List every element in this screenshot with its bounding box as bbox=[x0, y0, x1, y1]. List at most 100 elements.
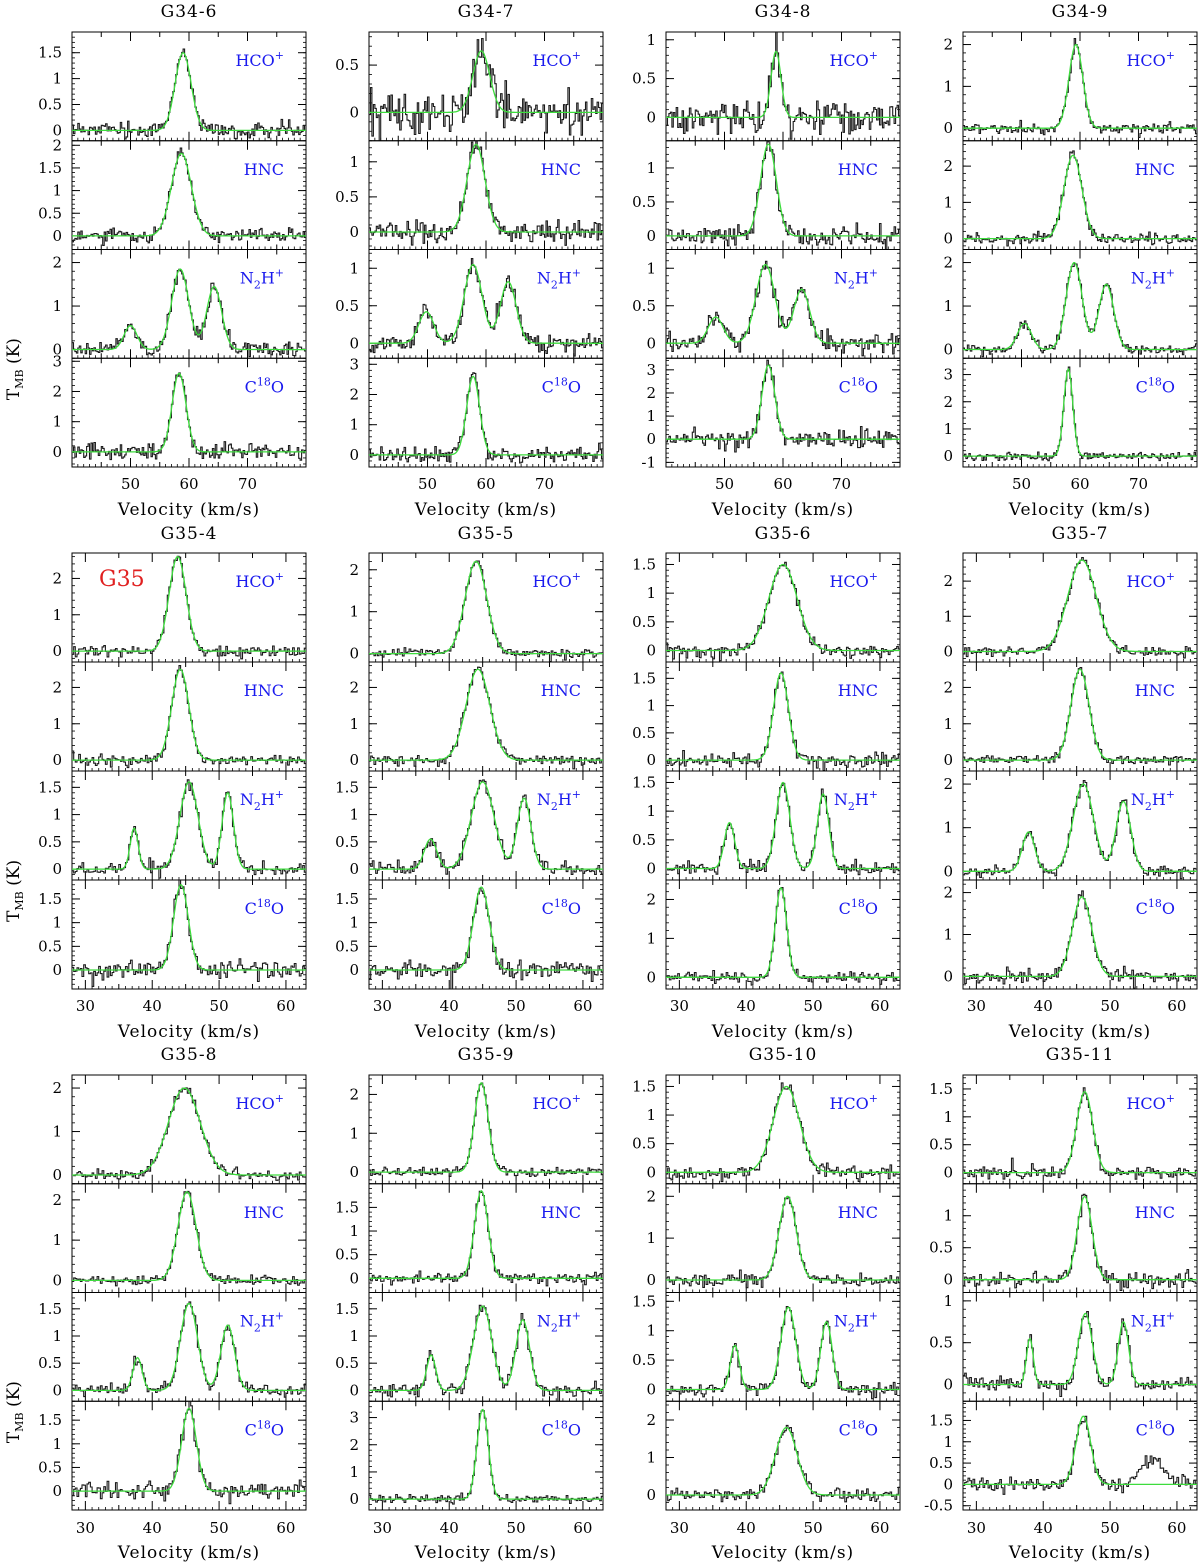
y-tick-label: 0.5 bbox=[38, 937, 62, 955]
molecule-label: HCO+ bbox=[532, 570, 581, 591]
y-tick-label: 0.5 bbox=[929, 1239, 953, 1257]
panel-hnc: 0 1 2 HNC bbox=[943, 140, 1198, 250]
y-tick-label: 2 bbox=[52, 254, 62, 272]
panel-frame bbox=[665, 879, 901, 990]
molecule-label: C18O bbox=[245, 1418, 284, 1439]
observed-spectrum bbox=[963, 1311, 1197, 1398]
fit-curve bbox=[963, 154, 1197, 240]
y-tick-label: 1 bbox=[646, 929, 656, 947]
panel-hcoplus: 0 0.5 1 1.5 HCO+ bbox=[632, 552, 901, 663]
y-tick-label: 1 bbox=[52, 806, 62, 824]
fit-curve bbox=[369, 1305, 603, 1392]
molecule-label: C18O bbox=[1136, 897, 1175, 918]
molecule-label: N2H+ bbox=[240, 788, 284, 813]
y-tick-label: 1 bbox=[943, 819, 953, 837]
source-title: G35-5 bbox=[458, 524, 515, 544]
y-tick-label: 3 bbox=[646, 361, 656, 379]
x-tick-label: 70 bbox=[832, 475, 851, 493]
y-tick-label: 0 bbox=[349, 961, 359, 979]
y-tick-label: 1 bbox=[349, 153, 359, 171]
y-tick-label: 1 bbox=[943, 1292, 953, 1310]
x-axis-label: Velocity (km/s) bbox=[414, 1022, 557, 1042]
y-tick-label: 0.5 bbox=[632, 70, 656, 88]
y-tick-label: 1.5 bbox=[38, 1411, 62, 1429]
molecule-label: N2H+ bbox=[1131, 788, 1175, 813]
x-tick-label: 60 bbox=[1070, 475, 1089, 493]
y-tick-label: 0 bbox=[943, 230, 953, 248]
x-tick-label: 30 bbox=[967, 997, 986, 1015]
observed-spectrum bbox=[666, 561, 900, 662]
fit-curve bbox=[369, 1081, 603, 1173]
observed-spectrum bbox=[963, 38, 1197, 139]
panel-n2hplus: 0 1 2 N2H+ bbox=[943, 249, 1198, 359]
panel-n2hplus: 0 0.5 1 1.5 N2H+ bbox=[335, 1292, 604, 1402]
y-tick-label: 2 bbox=[646, 384, 656, 402]
y-tick-label: 1 bbox=[349, 806, 359, 824]
panel-frame bbox=[962, 249, 1198, 359]
panel-n2hplus: 0 0.5 1 1.5 N2H+ bbox=[632, 1292, 901, 1402]
molecule-label: HNC bbox=[541, 1203, 581, 1222]
panel-n2hplus: 0 0.5 1 N2H+ bbox=[632, 249, 901, 359]
molecule-label: N2H+ bbox=[240, 267, 284, 292]
y-tick-label: 3 bbox=[349, 355, 359, 373]
fit-curve bbox=[369, 50, 603, 114]
fit-curve bbox=[963, 1195, 1197, 1281]
x-tick-label: 50 bbox=[418, 475, 437, 493]
y-tick-label: 1 bbox=[646, 697, 656, 715]
x-tick-label: 60 bbox=[1167, 1519, 1186, 1537]
x-axis-label: Velocity (km/s) bbox=[117, 1543, 260, 1563]
spectrum-source-g34-6: G34-6 0 0.5 1 1.5 HCO+ 0 0.5 1 1.5 2 HNC 0 1 2 N2H+ 0 1 2 3… bbox=[38, 2, 307, 520]
panel-hnc: 0 1 2 HNC bbox=[646, 1183, 901, 1293]
fit-curve bbox=[72, 781, 306, 870]
y-tick-label: 1 bbox=[52, 297, 62, 315]
x-axis-label: Velocity (km/s) bbox=[1008, 500, 1151, 520]
y-tick-label: 0 bbox=[943, 967, 953, 985]
fit-curve bbox=[666, 143, 900, 237]
x-axis-label: Velocity (km/s) bbox=[711, 1543, 854, 1563]
y-tick-label: 0.5 bbox=[335, 297, 359, 315]
y-tick-label: 0 bbox=[943, 1475, 953, 1493]
x-axis-label: Velocity (km/s) bbox=[117, 500, 260, 520]
y-tick-label: 0.5 bbox=[38, 833, 62, 851]
y-tick-label: 3 bbox=[349, 1409, 359, 1427]
y-tick-label: 0 bbox=[349, 1269, 359, 1287]
fit-curve bbox=[72, 1302, 306, 1392]
y-tick-label: 1 bbox=[52, 182, 62, 200]
fit-curve bbox=[72, 52, 306, 132]
fit-curve bbox=[666, 50, 900, 119]
panel-c18o: 0 1 2 C18O bbox=[646, 879, 901, 990]
y-axis-label: TMB (K) bbox=[4, 338, 26, 400]
molecule-label: HCO+ bbox=[829, 570, 878, 591]
fit-curve bbox=[963, 261, 1197, 351]
observed-spectrum bbox=[963, 890, 1197, 989]
x-tick-label: 50 bbox=[507, 997, 526, 1015]
y-tick-label: 1 bbox=[52, 1327, 62, 1345]
molecule-label: HNC bbox=[244, 1203, 284, 1222]
molecule-label: HNC bbox=[244, 681, 284, 700]
y-tick-label: 0 bbox=[943, 751, 953, 769]
molecule-label: N2H+ bbox=[834, 267, 878, 292]
y-tick-label: 0 bbox=[943, 341, 953, 359]
x-tick-label: 30 bbox=[373, 997, 392, 1015]
y-tick-label: 0.5 bbox=[632, 724, 656, 742]
panel-hcoplus: 0 0.5 1 HCO+ bbox=[632, 31, 901, 142]
y-tick-label: 1 bbox=[52, 70, 62, 88]
panel-frame bbox=[962, 357, 1198, 468]
y-tick-label: 1 bbox=[349, 1222, 359, 1240]
y-tick-label: 0.5 bbox=[632, 1135, 656, 1153]
y-tick-label: 1 bbox=[52, 715, 62, 733]
panel-frame bbox=[368, 661, 604, 772]
panel-hcoplus: 0 1 2 HCO+ bbox=[943, 31, 1198, 142]
x-tick-label: 40 bbox=[440, 997, 459, 1015]
x-tick-label: 50 bbox=[210, 997, 229, 1015]
y-tick-label: 2 bbox=[943, 572, 953, 590]
spectrum-source-g35-4: G35-4 0 1 2 HCO+ 0 1 2 HNC 0 0.5 1 1.5 N2H+ 0 0.5 1 1.5 C1… bbox=[38, 524, 307, 1042]
panel-frame bbox=[665, 552, 901, 663]
source-title: G35-10 bbox=[749, 1045, 818, 1065]
spectrum-source-g35-6: G35-6 0 0.5 1 1.5 HCO+ 0 0.5 1 1.5 HNC 0 0.5 1 1.5 N2H+… bbox=[632, 524, 901, 1042]
x-tick-label: 50 bbox=[715, 475, 734, 493]
y-tick-label: 2 bbox=[646, 1411, 656, 1429]
molecule-label: HNC bbox=[838, 1203, 878, 1222]
molecule-label: HNC bbox=[244, 160, 284, 179]
y-tick-label: 0 bbox=[52, 121, 62, 139]
